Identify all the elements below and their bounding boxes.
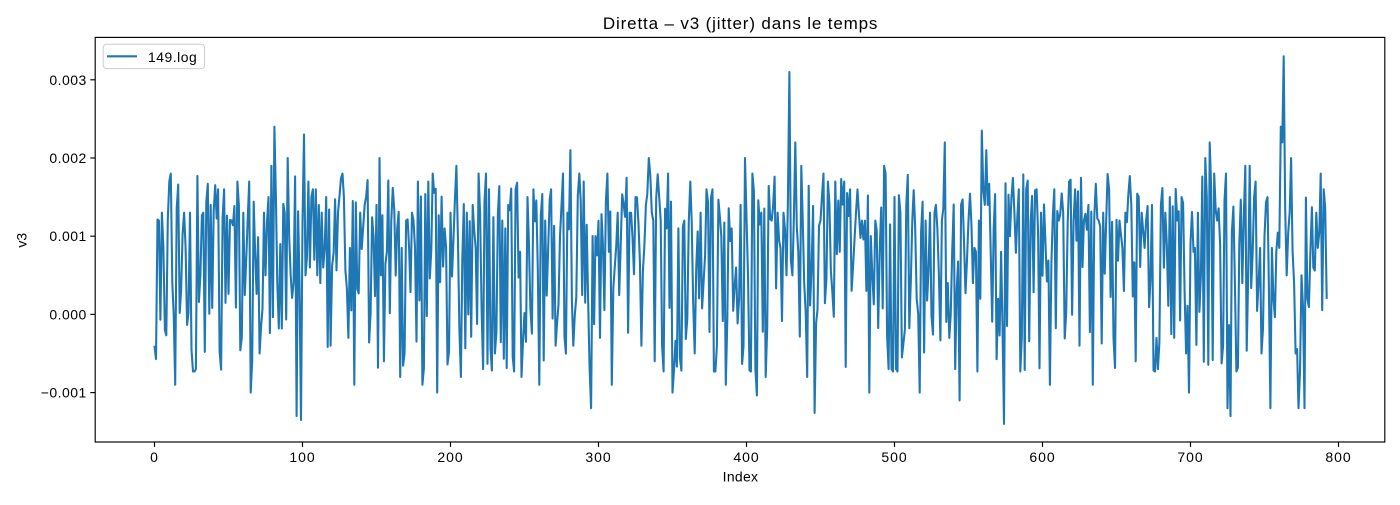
svg-text:500: 500: [881, 449, 907, 465]
svg-text:200: 200: [437, 449, 463, 465]
svg-text:600: 600: [1029, 449, 1055, 465]
svg-text:149.log: 149.log: [148, 49, 197, 65]
svg-text:0.002: 0.002: [49, 150, 86, 166]
svg-text:800: 800: [1325, 449, 1351, 465]
svg-text:Index: Index: [723, 468, 759, 484]
svg-text:400: 400: [733, 449, 759, 465]
svg-text:100: 100: [289, 449, 315, 465]
svg-text:0.003: 0.003: [49, 72, 86, 88]
svg-text:0: 0: [150, 449, 159, 465]
svg-text:Diretta – v3 (jitter) dans le: Diretta – v3 (jitter) dans le temps: [603, 14, 878, 33]
svg-text:0.000: 0.000: [49, 306, 86, 322]
svg-text:v3: v3: [13, 233, 29, 248]
svg-text:300: 300: [585, 449, 611, 465]
svg-text:0.001: 0.001: [49, 228, 86, 244]
svg-text:700: 700: [1177, 449, 1203, 465]
svg-text:−0.001: −0.001: [41, 385, 87, 401]
